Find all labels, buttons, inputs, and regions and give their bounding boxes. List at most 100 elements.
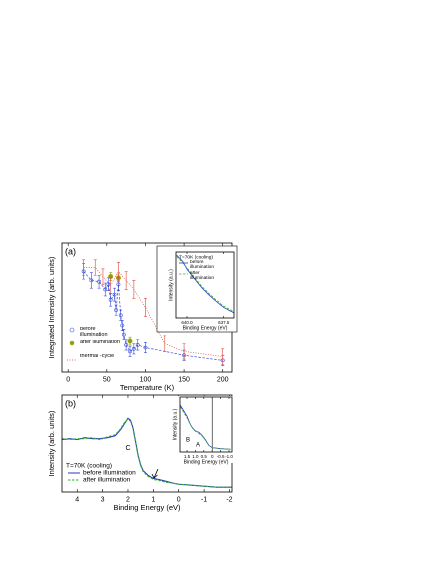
series-line	[176, 255, 235, 314]
error-bar	[132, 280, 136, 299]
x-tick-label: 0.5	[201, 454, 208, 459]
legend-marker	[69, 327, 75, 333]
data-point	[127, 338, 133, 344]
x-tick-label: 50	[103, 377, 111, 384]
panel-label: (b)	[65, 398, 76, 408]
x-tick-label: 3	[101, 497, 105, 504]
error-bar	[116, 262, 120, 281]
plot-frame	[179, 396, 233, 453]
x-axis-label: Binding Energy (eV)	[184, 460, 229, 466]
error-bar	[113, 287, 117, 302]
x-tick-label: 1.0	[192, 454, 199, 459]
legend-label: after illumination	[80, 340, 121, 345]
data-point	[112, 292, 117, 297]
error-bar	[143, 298, 147, 317]
data-point	[89, 278, 94, 283]
plot-frame	[175, 251, 235, 319]
legend-label: after illumination	[190, 271, 214, 282]
x-axis-label: Binding Energy (eV)	[183, 326, 228, 332]
x-tick-label: 1	[151, 497, 155, 504]
series-line	[176, 256, 235, 313]
x-tick-label: 0	[66, 377, 70, 384]
legend-label: after illumination	[83, 477, 131, 484]
x-tick-label: 0	[177, 497, 181, 504]
series-line	[61, 418, 232, 488]
data-point	[131, 346, 136, 351]
error-bar	[101, 268, 105, 285]
data-point	[135, 343, 140, 347]
data-point	[114, 308, 118, 312]
y-axis-label: Intensity (arb. units)	[47, 410, 56, 476]
error-bar	[103, 282, 107, 297]
legend-text-box: before illumination	[80, 327, 108, 338]
annotation: A	[196, 443, 200, 449]
data-point	[116, 282, 121, 287]
x-tick-label: 150	[178, 377, 190, 384]
legend-title: T=70K (cooling)	[179, 254, 213, 260]
error-bar	[128, 345, 132, 357]
legend-label: before illumination	[190, 260, 214, 271]
panel-label: (a)	[65, 246, 76, 256]
error-bar	[136, 339, 140, 351]
error-bar	[89, 272, 93, 289]
error-bar	[221, 348, 225, 365]
error-bar	[143, 342, 147, 353]
x-tick-label: 1.5	[184, 454, 191, 459]
x-tick-label: 2	[126, 497, 130, 504]
data-point	[124, 343, 129, 347]
error-bar	[124, 271, 128, 290]
y-axis-label: Intensity (a.u.)	[172, 408, 178, 440]
series-line	[179, 406, 231, 450]
x-tick-label: -2	[226, 497, 232, 504]
annotation: B	[186, 438, 190, 444]
error-bar	[97, 274, 101, 289]
legend-text-box: after illumination	[190, 271, 214, 282]
legend-text-box: after illumination	[80, 340, 121, 345]
x-axis-label: Temperature (K)	[120, 383, 175, 392]
y-axis-label: Intensity (a.u.)	[168, 269, 174, 301]
error-bar	[109, 277, 113, 294]
arrow	[151, 468, 159, 479]
x-tick-label: 200	[217, 377, 229, 384]
error-bar	[182, 343, 186, 360]
error-bar	[82, 259, 86, 276]
error-bar	[124, 339, 128, 351]
legend-text-box: thermal -cycle	[80, 354, 115, 359]
data-point	[120, 323, 125, 328]
x-tick-label: 4	[75, 497, 79, 504]
data-point	[97, 279, 101, 284]
error-bar	[93, 259, 97, 276]
data-point	[103, 287, 108, 292]
legend-label: thermal -cycle	[80, 354, 115, 359]
data-point	[118, 313, 123, 318]
x-tick-label: -0.5	[217, 454, 225, 459]
error-bar	[132, 343, 136, 355]
data-point	[121, 332, 126, 337]
legend-label: before illumination	[83, 470, 136, 477]
error-bar	[119, 309, 123, 321]
legend-text-box: before illumination	[190, 260, 214, 271]
x-tick-label: 640.0	[181, 320, 193, 325]
data-point	[108, 297, 113, 302]
legend-label: before illumination	[80, 327, 108, 338]
x-tick-label: 100	[140, 377, 152, 384]
data-point	[143, 345, 148, 350]
data-point	[128, 349, 132, 354]
x-axis-label: Binding Energy (eV)	[113, 503, 181, 512]
x-tick-label: -1	[201, 497, 207, 504]
error-bar	[114, 304, 118, 316]
annotation: C	[125, 445, 130, 452]
legend-title: T=70K (cooling)	[66, 463, 112, 470]
data-point	[106, 282, 111, 287]
error-bar	[109, 293, 113, 307]
x-tick-label: 0	[211, 454, 214, 459]
y-axis-label: Integrated Intensity (arb. units)	[47, 256, 56, 358]
x-tick-label: -1.0	[225, 454, 233, 459]
x-tick-label: 637.5	[218, 320, 230, 325]
legend-marker	[69, 340, 75, 346]
error-bar	[106, 277, 110, 292]
error-bar	[120, 320, 124, 332]
error-bar	[163, 335, 167, 352]
